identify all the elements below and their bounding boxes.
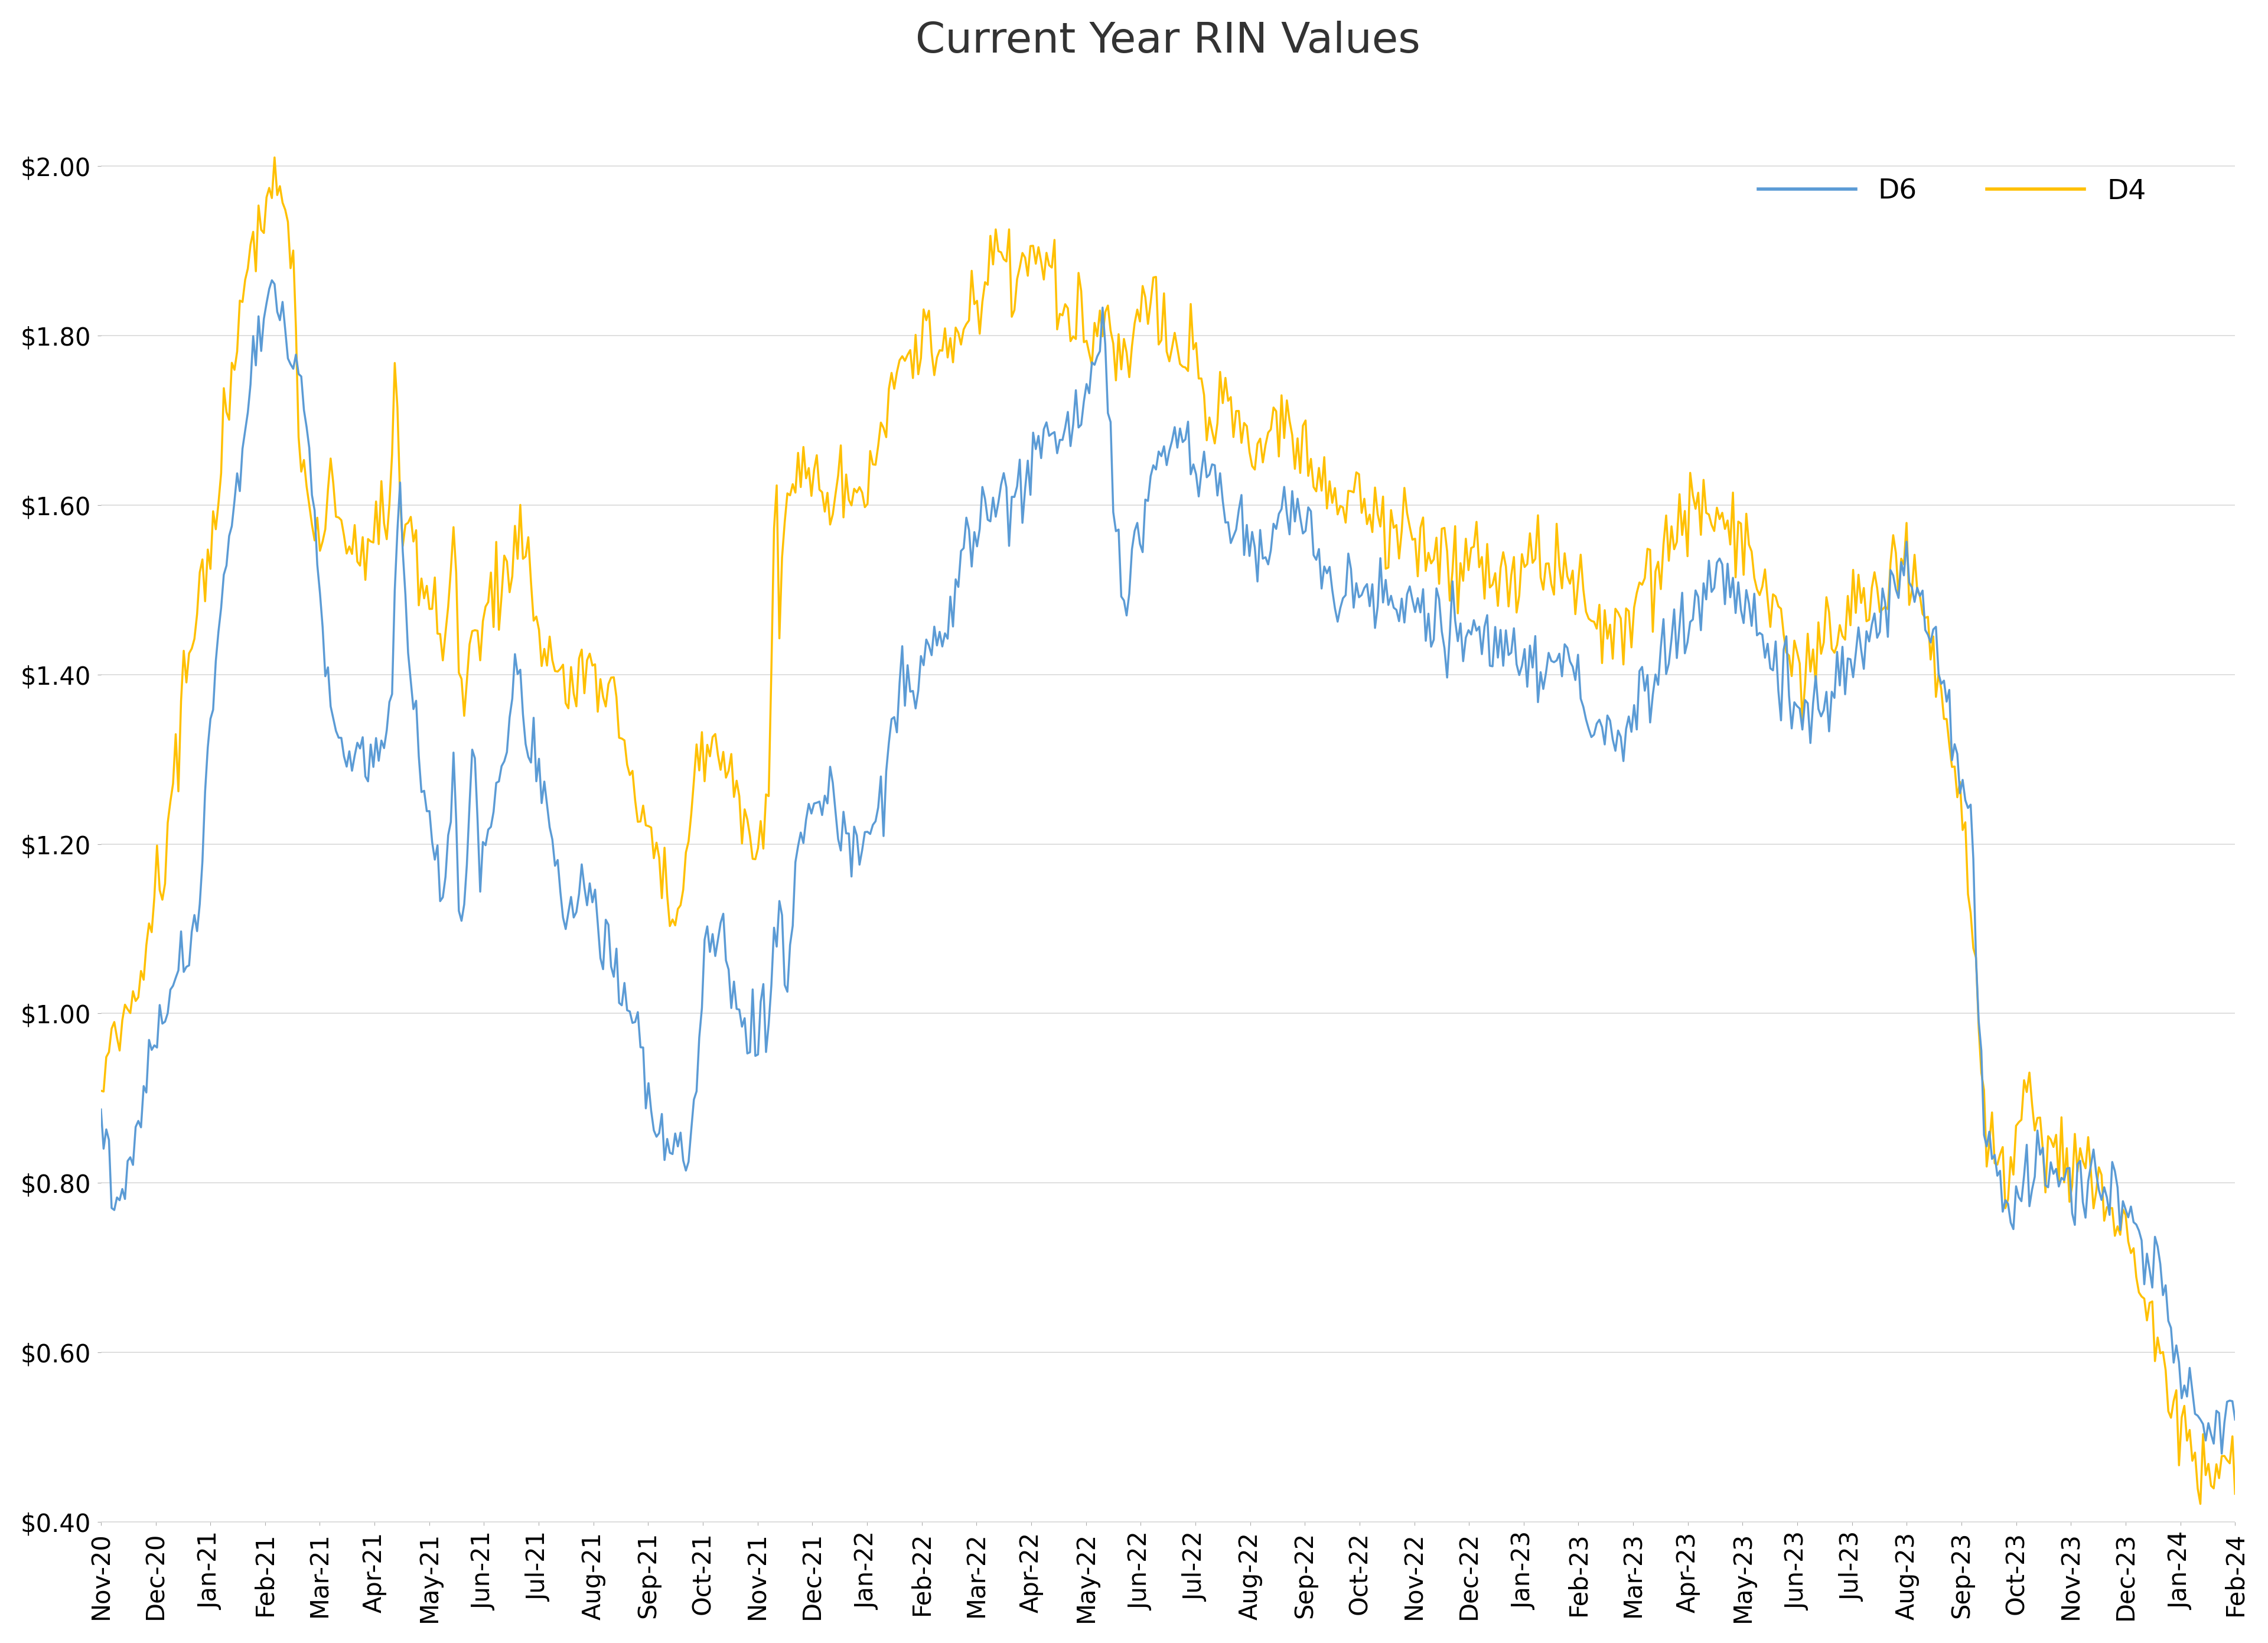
Title: Current Year RIN Values: Current Year RIN Values <box>916 20 1420 61</box>
Legend: D6, D4: D6, D4 <box>1746 168 2157 215</box>
